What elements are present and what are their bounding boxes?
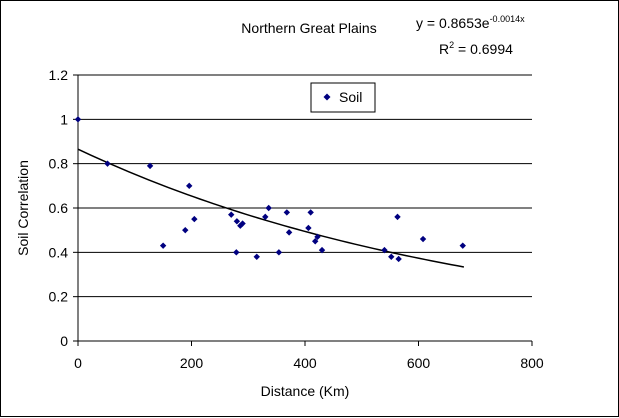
- data-point-7: [228, 211, 235, 218]
- data-point-28: [459, 242, 466, 249]
- x-tick-label-1: 200: [180, 355, 204, 371]
- legend-marker-diamond-icon: [323, 93, 331, 101]
- x-axis-label: Distance (Km): [261, 383, 350, 399]
- y-axis-label: Soil Correlation: [15, 160, 31, 256]
- data-point-10: [237, 222, 244, 229]
- data-point-2: [146, 162, 154, 170]
- y-tick-label-4: 0.8: [49, 156, 69, 172]
- r2-value: = 0.6994: [454, 41, 513, 57]
- x-tick-label-3: 600: [407, 355, 431, 371]
- x-tick-label-2: 400: [293, 355, 317, 371]
- equation-base: y = 0.8653e: [416, 15, 490, 31]
- data-point-1: [104, 160, 111, 167]
- chart-title: Northern Great Plains: [241, 20, 376, 36]
- x-tick-label-4: 800: [520, 355, 544, 371]
- data-point-13: [262, 213, 269, 221]
- data-point-23: [381, 246, 388, 254]
- data-point-5: [186, 182, 193, 190]
- exponential-trendline: [77, 148, 465, 268]
- equation-exponent: -0.0014x: [490, 14, 526, 24]
- data-point-22: [318, 246, 326, 254]
- data-point-11: [239, 220, 246, 227]
- data-point-12: [253, 253, 260, 260]
- data-point-0: [74, 116, 82, 123]
- y-tick-label-3: 0.6: [49, 200, 69, 216]
- data-point-9: [233, 218, 241, 225]
- r2-letter: R: [439, 41, 449, 57]
- data-point-3: [159, 242, 167, 249]
- y-tick-label-2: 0.4: [49, 244, 69, 260]
- data-point-19: [307, 209, 314, 216]
- data-point-4: [182, 226, 189, 234]
- data-point-17: [285, 229, 293, 236]
- trendline-equation: y = 0.8653e-0.0014x: [416, 14, 525, 31]
- data-point-25: [394, 213, 401, 221]
- y-tick-label-0: 0: [60, 333, 68, 349]
- data-point-14: [265, 204, 272, 212]
- data-point-15: [275, 249, 283, 256]
- data-point-18: [305, 224, 312, 232]
- legend-box: [310, 82, 376, 113]
- legend: Soil: [310, 82, 376, 113]
- r-squared-label: R2 = 0.6994: [439, 40, 513, 57]
- data-point-21: [314, 233, 321, 241]
- data-point-27: [419, 235, 427, 243]
- legend-label: Soil: [339, 89, 362, 105]
- data-point-6: [191, 215, 198, 223]
- r2-superscript: 2: [449, 40, 454, 50]
- y-tick-label-6: 1.2: [49, 67, 69, 83]
- data-point-16: [283, 209, 291, 216]
- data-point-20: [312, 238, 319, 245]
- data-point-26: [395, 255, 402, 263]
- y-tick-label-5: 1: [60, 111, 68, 127]
- data-point-8: [233, 249, 240, 256]
- x-tick-label-0: 0: [74, 355, 82, 371]
- y-tick-label-1: 0.2: [49, 289, 69, 305]
- data-point-24: [388, 253, 395, 260]
